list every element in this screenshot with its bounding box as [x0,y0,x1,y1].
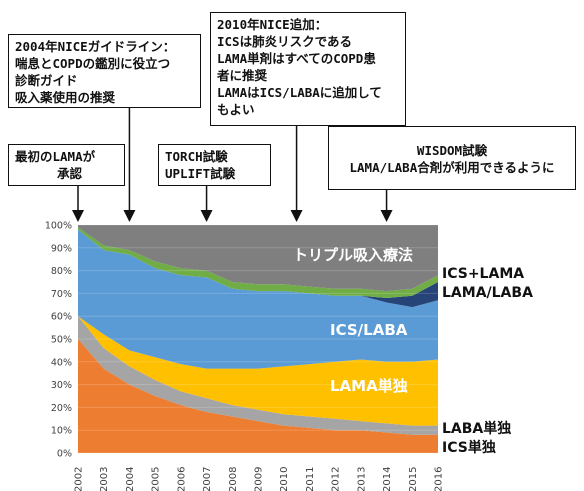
x-tick-label: 2002 [74,467,85,491]
x-tick-label: 2007 [202,467,213,491]
x-tick-label: 2016 [434,467,445,491]
y-tick-label: 50% [51,335,72,346]
callout-line: LAMAはICS/LABAに追加して [217,85,382,100]
series-label-lama-laba: LAMA/LABA [442,285,533,301]
callout-line: 喘息とCOPDの鑑別に役立つ [15,56,171,71]
x-tick-label: 2011 [305,467,316,491]
callout-line: 2004年NICEガイドライン： [15,39,176,54]
callout-torch-uplift: TORCH試験 UPLIFT試験 [158,144,271,186]
callout-wisdom: WISDOM試験 LAMA/LABA合剤が利用できるように [328,126,576,190]
x-tick-label: 2012 [331,467,342,491]
callout-line: 2010年NICE追加： [217,17,328,32]
x-tick-label: 2008 [228,467,239,491]
area-series-4 [78,229,438,308]
x-tick-label: 2009 [254,467,265,491]
series-label-triple: トリプル吸入療法 [293,246,414,264]
x-tick-label: 2014 [382,467,393,491]
x-tick-label: 2015 [408,467,419,491]
callout-line: TORCH試験 [165,149,228,164]
area-series-3 [78,229,438,369]
y-tick-label: 30% [51,380,72,391]
y-tick-label: 20% [51,403,72,414]
x-tick-label: 2006 [176,467,187,491]
area-series-6 [78,225,438,292]
series-label-ics-laba: ICS/LABA [330,321,408,339]
x-tick-label: 2005 [151,467,162,491]
callout-nice-2010: 2010年NICE追加： ICSは肺炎リスクである LAMA単剤はすべてのCOP… [210,12,406,126]
y-tick-label: 40% [51,357,72,368]
callout-line: 吸入薬使用の推奨 [15,90,116,105]
series-label-ics: ICS単独 [442,440,496,456]
callout-line: UPLIFT試験 [165,166,236,181]
callout-line: LAMA/LABA合剤が利用できるように [349,160,555,175]
y-tick-label: 10% [51,426,72,437]
y-tick-label: 100% [45,221,72,232]
area-series-2 [78,316,438,426]
series-label-lama: LAMA単独 [330,377,408,395]
callout-line: ICSは肺炎リスクである [217,34,352,49]
callout-first-lama: 最初のLAMAが 承認 [8,144,125,186]
callout-line: もよい [217,102,255,117]
series-label-laba: LABA単独 [442,421,512,437]
y-tick-label: 60% [51,312,72,323]
area-series-1 [78,316,438,435]
callout-line: 者に推奨 [217,68,268,83]
x-tick-label: 2004 [125,467,136,491]
callout-line: WISDOM試験 [416,143,488,158]
callout-line: LAMA単剤はすべてのCOPD患 [217,51,376,66]
x-tick-label: 2003 [99,467,110,491]
callout-nice-2004: 2004年NICEガイドライン： 喘息とCOPDの鑑別に役立つ 診断ガイド 吸入… [8,34,201,108]
x-tick-label: 2013 [356,467,367,491]
area-series-0 [78,339,438,453]
callout-line: 承認 [57,166,83,181]
callout-line: 診断ガイド [15,73,78,88]
callout-line: 最初のLAMAが [15,149,96,164]
y-tick-label: 0% [57,449,72,460]
x-tick-label: 2010 [279,467,290,491]
y-tick-label: 80% [51,266,72,277]
y-tick-label: 90% [51,243,72,254]
area-series-5 [78,227,438,298]
series-label-ics-lama: ICS+LAMA [442,266,525,282]
y-tick-label: 70% [51,289,72,300]
